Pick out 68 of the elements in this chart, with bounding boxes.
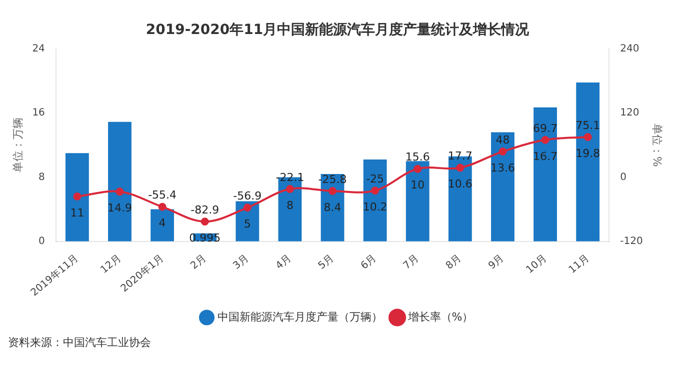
x-tick-label: 7月 — [402, 252, 422, 272]
chart-title: 2019-2020年11月中国新能源汽车月度产量统计及增长情况 — [146, 21, 530, 38]
y-tick-label: 24 — [32, 43, 45, 54]
x-tick-label: 4月 — [274, 252, 294, 272]
point — [584, 133, 592, 142]
data-label: 8.4 — [324, 200, 342, 214]
x-tick-label: 9月 — [486, 252, 506, 272]
data-label: 10 — [410, 178, 425, 192]
data-label: -25 — [366, 172, 384, 186]
point — [371, 186, 380, 195]
bar — [363, 160, 387, 242]
x-tick-label: 5月 — [316, 252, 336, 272]
point — [328, 187, 337, 196]
bar — [534, 107, 557, 242]
data-label: 69.7 — [533, 122, 558, 135]
point — [200, 218, 209, 226]
data-label: -55.4 — [148, 188, 177, 202]
y-axis-title: 单位：万辆 — [11, 118, 24, 173]
point — [498, 148, 507, 156]
y2-tick-label: 0 — [620, 172, 626, 183]
y-tick-label: 8 — [38, 172, 45, 183]
legend-label: 中国新能源汽车月度产量（万辆） — [217, 310, 382, 324]
y-tick-label: 0 — [38, 236, 45, 248]
data-label: 5 — [244, 218, 251, 231]
y2-tick-label: -120 — [620, 236, 643, 248]
bar — [406, 161, 430, 242]
data-label: 16.7 — [533, 150, 558, 163]
bar — [236, 201, 260, 242]
y-tick-label: 16 — [32, 108, 45, 119]
data-label: -82.9 — [190, 203, 220, 216]
data-label: -56.9 — [233, 190, 262, 203]
point — [456, 164, 464, 172]
y2-tick-label: 120 — [620, 108, 640, 119]
data-label: 4 — [158, 216, 166, 230]
point — [243, 204, 252, 212]
data-label: 48 — [496, 133, 510, 146]
point — [116, 188, 124, 196]
data-label: 8 — [286, 198, 294, 212]
data-label: 15.6 — [405, 150, 430, 164]
bar — [150, 209, 174, 242]
data-label: 10.6 — [448, 178, 472, 191]
x-tick-label: 2月 — [188, 252, 208, 272]
point — [158, 202, 166, 211]
y2-axis-title: 单位：% — [650, 123, 664, 167]
bar — [108, 122, 132, 242]
data-label: 10.2 — [362, 200, 388, 214]
legend-label: 增长率（%） — [406, 310, 474, 324]
bar — [576, 82, 600, 242]
data-label: 14.9 — [108, 202, 132, 215]
point — [73, 192, 82, 200]
x-tick-label: 3月 — [231, 252, 252, 272]
text: 资料来源：中国汽车工业协会 — [8, 335, 152, 350]
x-tick-label: 12月 — [98, 252, 124, 276]
point — [286, 185, 294, 194]
x-tick-label: 6月 — [359, 252, 379, 272]
y2-tick-label: 240 — [620, 43, 640, 54]
x-tick-label: 8月 — [444, 252, 464, 272]
data-label: 75.1 — [576, 118, 600, 132]
x-tick-label: 10月 — [524, 252, 549, 276]
point — [414, 164, 422, 173]
bar — [491, 132, 514, 242]
data-label: 19.8 — [576, 146, 600, 160]
data-label: 13.6 — [490, 161, 515, 174]
x-tick-label: 11月 — [566, 252, 592, 276]
data-label: -22.1 — [276, 170, 304, 184]
bar — [66, 153, 89, 242]
data-label: 11 — [70, 206, 84, 220]
point — [541, 136, 550, 144]
